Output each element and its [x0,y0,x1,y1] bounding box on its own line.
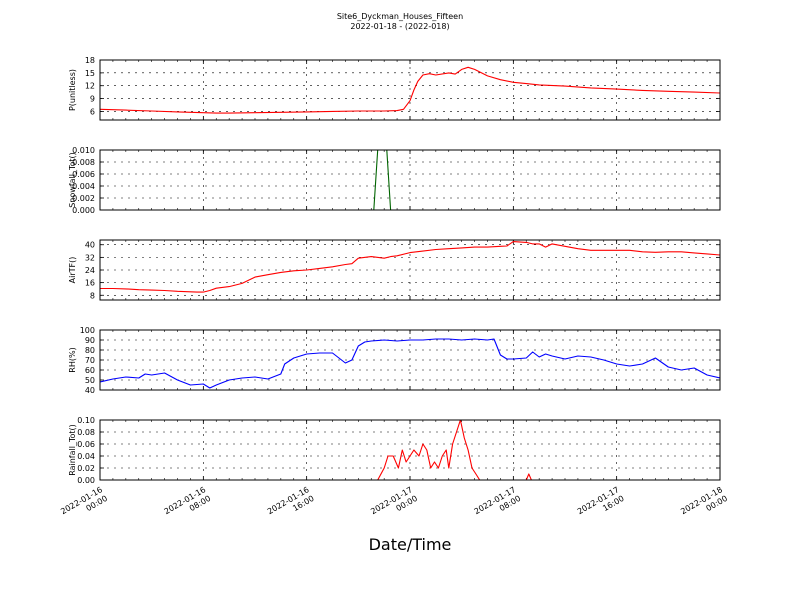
plot-frame [99,419,721,481]
y-tick-label: 0.000 [72,206,95,215]
y-tick-label: 0.04 [77,452,95,461]
plot-frame [99,149,721,211]
y-tick-label: 0.006 [72,170,95,179]
y-tick-label: 12 [85,82,95,91]
y-tick-label: 50 [85,376,95,385]
y-tick-label: 8 [90,291,95,300]
plot-frame [99,239,721,301]
series-line [100,338,720,389]
y-tick-label: 0.010 [72,146,95,155]
y-tick-label: 0.008 [72,158,95,167]
y-tick-label: 0.08 [77,428,95,437]
y-tick-label: 9 [90,95,95,104]
y-tick-label: 15 [85,69,95,78]
panel-2: 0.000 0.002 0.004 0.006 0.008 0.010Snowfall_T… [68,146,721,215]
plot-frame [99,59,721,121]
y-tick-label: 40 [85,241,95,250]
y-tick-label: 32 [85,253,95,262]
y-tick-label: 16 [85,279,95,288]
panel-1: 6 9 12 15 18 P(unitless) [68,56,721,121]
y-tick-label: 0.004 [72,182,95,191]
y-tick-label: 0.002 [72,194,95,203]
y-tick-label: 40 [85,386,95,395]
y-axis-label: Snowfall_Tot() [68,152,77,208]
panel-3: 8 16 24 32 40 AirTF() [68,239,721,301]
y-tick-label: 18 [85,56,95,65]
y-tick-label: 100 [80,326,95,335]
chart-subtitle: 2022-01-18 - (2022-018) [350,22,449,31]
series-line [100,66,720,114]
y-axis-label: P(unitless) [68,69,77,111]
y-tick-label: 80 [85,346,95,355]
x-axis-label: Date/Time [369,535,452,554]
y-tick-label: 60 [85,366,95,375]
y-tick-label: 0.10 [77,416,95,425]
y-tick-label: 6 [90,107,95,116]
series-line [100,420,720,480]
y-axis-label: Rainfall_Tot() [68,424,77,476]
series-line [100,241,720,293]
y-tick-label: 90 [85,336,95,345]
chart-title: Site6_Dyckman_Houses_Fifteen [337,12,463,21]
y-tick-label: 70 [85,356,95,365]
y-axis-label: AirTF() [68,257,77,284]
y-tick-label: 0.00 [77,476,95,485]
plot-frame [99,329,721,391]
panels: 69121518P(unitless)0.0000.0020.0040.0060… [68,56,721,485]
y-tick-label: 24 [85,266,95,275]
y-tick-label: 0.02 [77,464,95,473]
y-tick-label: 0.06 [77,440,95,449]
y-axis-label: RH(%) [68,347,77,372]
